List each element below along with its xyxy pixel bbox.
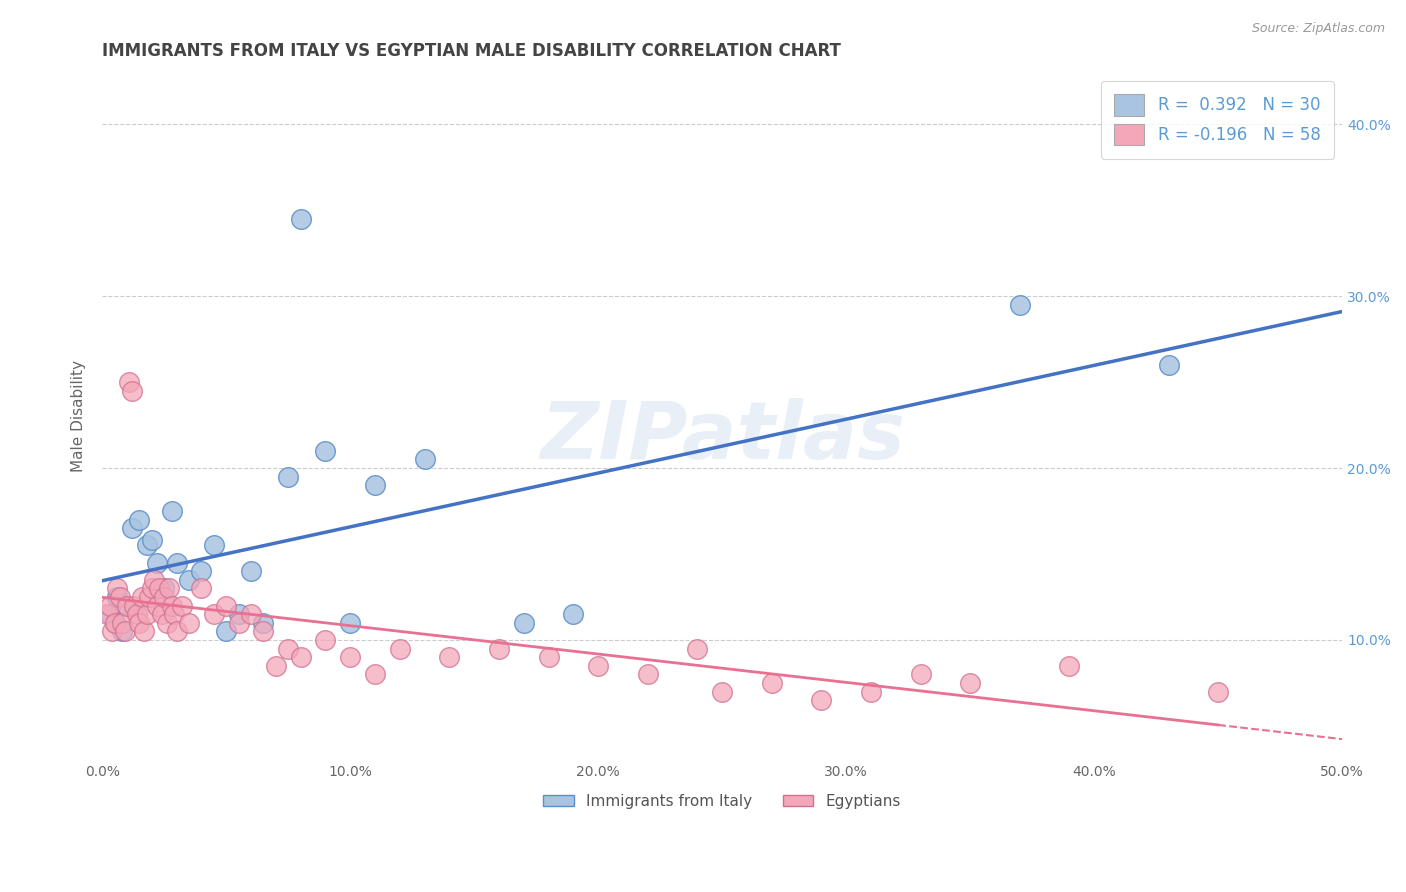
Point xyxy=(108,590,131,604)
Point xyxy=(290,211,312,226)
Point xyxy=(1206,684,1229,698)
Point xyxy=(163,607,186,622)
Point xyxy=(562,607,585,622)
Point xyxy=(277,469,299,483)
Point xyxy=(135,607,157,622)
Point xyxy=(146,599,169,613)
Point xyxy=(202,538,225,552)
Point xyxy=(290,650,312,665)
Point xyxy=(111,624,134,639)
Point xyxy=(537,650,560,665)
Text: ZIPatlas: ZIPatlas xyxy=(540,398,904,476)
Point xyxy=(761,676,783,690)
Point xyxy=(160,504,183,518)
Text: IMMIGRANTS FROM ITALY VS EGYPTIAN MALE DISABILITY CORRELATION CHART: IMMIGRANTS FROM ITALY VS EGYPTIAN MALE D… xyxy=(103,42,841,60)
Point xyxy=(364,667,387,681)
Point xyxy=(156,615,179,630)
Point xyxy=(114,624,136,639)
Point xyxy=(115,599,138,613)
Point xyxy=(138,590,160,604)
Point xyxy=(121,384,143,398)
Point xyxy=(104,615,127,630)
Point xyxy=(157,582,180,596)
Point xyxy=(131,590,153,604)
Point xyxy=(810,693,832,707)
Point xyxy=(1008,297,1031,311)
Point xyxy=(153,590,176,604)
Point xyxy=(111,615,134,630)
Point xyxy=(228,607,250,622)
Point xyxy=(143,573,166,587)
Point xyxy=(141,533,163,548)
Point xyxy=(215,624,238,639)
Point xyxy=(115,599,138,613)
Point xyxy=(910,667,932,681)
Y-axis label: Male Disability: Male Disability xyxy=(72,360,86,473)
Point xyxy=(190,564,212,578)
Point xyxy=(637,667,659,681)
Point xyxy=(252,615,274,630)
Point xyxy=(98,607,121,622)
Point xyxy=(413,452,436,467)
Point xyxy=(513,615,536,630)
Point xyxy=(228,615,250,630)
Point xyxy=(1059,658,1081,673)
Legend: Immigrants from Italy, Egyptians: Immigrants from Italy, Egyptians xyxy=(537,788,907,814)
Point xyxy=(166,624,188,639)
Point xyxy=(586,658,609,673)
Point xyxy=(146,556,169,570)
Point xyxy=(488,641,510,656)
Point xyxy=(252,624,274,639)
Point xyxy=(190,582,212,596)
Point xyxy=(135,538,157,552)
Point xyxy=(686,641,709,656)
Point xyxy=(166,556,188,570)
Point xyxy=(202,607,225,622)
Point xyxy=(959,676,981,690)
Point xyxy=(160,599,183,613)
Point xyxy=(177,615,200,630)
Point xyxy=(150,607,173,622)
Point xyxy=(128,615,150,630)
Point xyxy=(388,641,411,656)
Point xyxy=(439,650,461,665)
Point xyxy=(339,615,361,630)
Point xyxy=(96,607,118,622)
Point xyxy=(101,624,124,639)
Point xyxy=(264,658,287,673)
Point xyxy=(148,582,170,596)
Text: Source: ZipAtlas.com: Source: ZipAtlas.com xyxy=(1251,22,1385,36)
Point xyxy=(177,573,200,587)
Point xyxy=(277,641,299,656)
Point xyxy=(314,632,336,647)
Point xyxy=(339,650,361,665)
Point xyxy=(711,684,734,698)
Point xyxy=(215,599,238,613)
Point xyxy=(128,513,150,527)
Point xyxy=(125,607,148,622)
Point xyxy=(121,521,143,535)
Point xyxy=(105,590,128,604)
Point xyxy=(134,624,156,639)
Point xyxy=(240,564,263,578)
Point xyxy=(364,478,387,492)
Point xyxy=(98,599,121,613)
Point xyxy=(141,582,163,596)
Point xyxy=(118,375,141,389)
Point xyxy=(105,582,128,596)
Point xyxy=(240,607,263,622)
Point xyxy=(170,599,193,613)
Point xyxy=(314,443,336,458)
Point xyxy=(1157,358,1180,372)
Point xyxy=(153,582,176,596)
Point xyxy=(124,599,146,613)
Point xyxy=(104,615,127,630)
Point xyxy=(860,684,883,698)
